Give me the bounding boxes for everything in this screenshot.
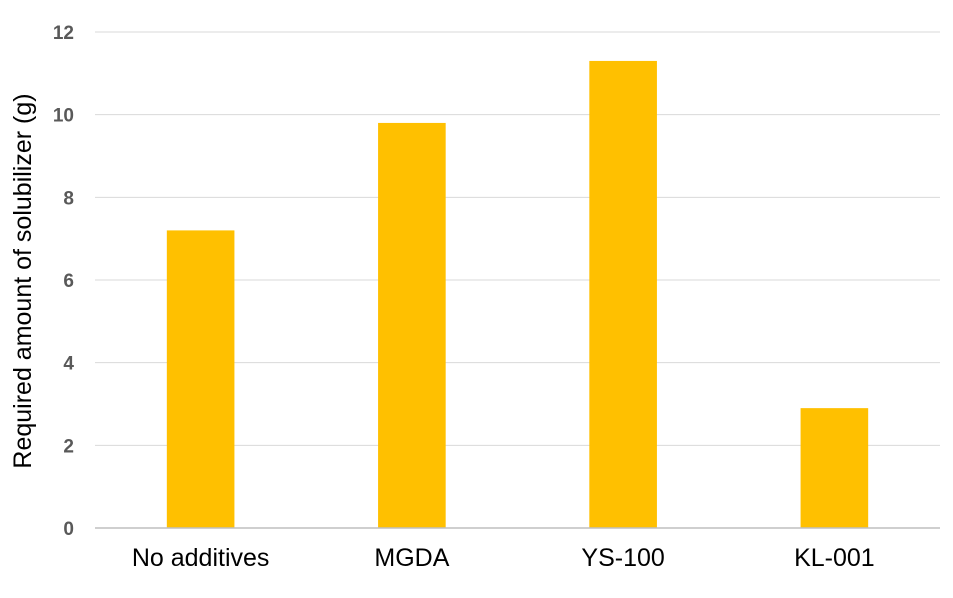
y-tick-label: 6 <box>63 271 74 292</box>
bars <box>166 60 869 528</box>
y-tick-label: 8 <box>63 188 74 209</box>
x-category-labels: No additives MGDA YS-100 KL-001 <box>132 544 875 572</box>
y-tick-label: 10 <box>53 106 74 127</box>
y-axis-title: Required amount of solubilizer (g) <box>9 93 37 468</box>
x-category-label: KL-001 <box>794 544 875 572</box>
bar-mgda <box>378 122 446 528</box>
x-category-label: YS-100 <box>581 544 664 572</box>
gridlines <box>95 31 940 446</box>
y-tick-label: 0 <box>63 519 74 540</box>
y-tick-label: 12 <box>53 23 74 44</box>
bar-kl-001 <box>800 408 869 528</box>
y-tick-label: 2 <box>63 436 74 457</box>
x-category-label: No additives <box>132 544 270 572</box>
y-tick-label: 4 <box>63 354 74 375</box>
x-category-label: MGDA <box>374 544 449 572</box>
y-tick-labels: 0 2 4 6 8 10 12 <box>53 23 75 540</box>
bar-ys-100 <box>589 60 657 528</box>
bar-no-additives <box>166 230 235 528</box>
